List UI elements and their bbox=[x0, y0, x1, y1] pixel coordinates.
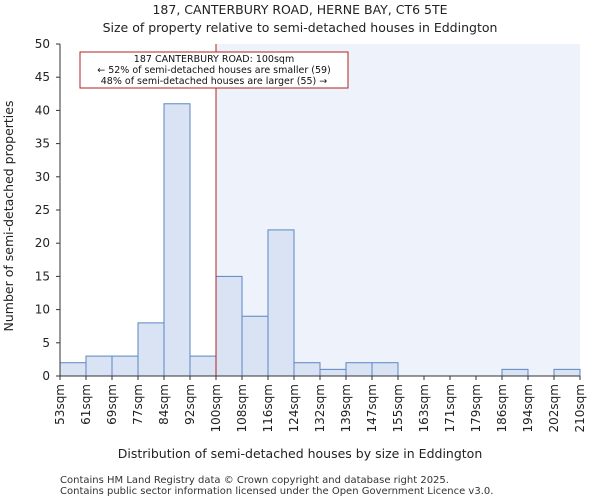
chart-title: 187, CANTERBURY ROAD, HERNE BAY, CT6 5TE bbox=[152, 2, 447, 17]
x-tick-label: 100sqm bbox=[209, 384, 223, 432]
annotation-line-1: 187 CANTERBURY ROAD: 100sqm bbox=[134, 54, 294, 65]
bar-100sqm bbox=[215, 275, 243, 377]
x-tick-label: 179sqm bbox=[469, 384, 483, 432]
footer-line-1: Contains HM Land Registry data © Crown c… bbox=[60, 475, 449, 486]
bar-53sqm bbox=[59, 362, 87, 377]
x-tick-label: 61sqm bbox=[79, 384, 93, 425]
y-axis-label: Number of semi-detached properties bbox=[1, 101, 16, 332]
bar-186sqm bbox=[501, 368, 529, 377]
bar-61sqm bbox=[85, 355, 113, 377]
bar-132sqm bbox=[319, 368, 347, 377]
x-tick-label: 84sqm bbox=[157, 384, 171, 425]
y-tick-label: 5 bbox=[42, 336, 50, 350]
bar-92sqm bbox=[189, 355, 217, 377]
x-tick-label: 53sqm bbox=[53, 384, 67, 425]
x-tick-label: 186sqm bbox=[495, 384, 509, 432]
y-tick-label: 40 bbox=[35, 103, 50, 117]
y-tick-label: 45 bbox=[35, 70, 50, 84]
bar-124sqm bbox=[293, 362, 321, 377]
bar-147sqm bbox=[371, 362, 399, 377]
x-tick-label: 155sqm bbox=[391, 384, 405, 432]
y-tick-label: 10 bbox=[35, 303, 50, 317]
x-tick-label: 139sqm bbox=[339, 384, 353, 432]
x-tick-label: 92sqm bbox=[183, 384, 197, 425]
x-tick-label: 124sqm bbox=[287, 384, 301, 432]
bar-108sqm bbox=[241, 315, 269, 377]
annotation-line-2: ← 52% of semi-detached houses are smalle… bbox=[97, 65, 331, 76]
annotation-box: 187 CANTERBURY ROAD: 100sqm ← 52% of sem… bbox=[79, 51, 349, 89]
x-tick-label: 108sqm bbox=[235, 384, 249, 432]
bar-139sqm bbox=[345, 362, 373, 377]
bar-69sqm bbox=[111, 355, 139, 377]
x-tick-label: 69sqm bbox=[105, 384, 119, 425]
bar-116sqm bbox=[267, 229, 295, 377]
y-tick-label: 50 bbox=[35, 37, 50, 51]
x-tick-label: 132sqm bbox=[313, 384, 327, 432]
y-tick-label: 35 bbox=[35, 137, 50, 151]
y-tick-label: 25 bbox=[35, 203, 50, 217]
bar-202sqm bbox=[553, 368, 581, 377]
y-ticks: 0 5 10 15 20 25 30 35 40 45 50 bbox=[35, 37, 60, 383]
x-tick-label: 147sqm bbox=[365, 384, 379, 432]
y-tick-label: 20 bbox=[35, 236, 50, 250]
chart-subtitle: Size of property relative to semi-detach… bbox=[103, 20, 498, 35]
x-tick-label: 194sqm bbox=[521, 384, 535, 432]
x-tick-label: 202sqm bbox=[547, 384, 561, 432]
x-axis-label: Distribution of semi-detached houses by … bbox=[118, 446, 483, 461]
x-tick-label: 171sqm bbox=[443, 384, 457, 432]
y-tick-label: 30 bbox=[35, 170, 50, 184]
y-tick-label: 15 bbox=[35, 269, 50, 283]
bar-77sqm bbox=[137, 322, 165, 377]
annotation-frame bbox=[79, 51, 349, 89]
x-tick-label: 210sqm bbox=[573, 384, 587, 432]
annotation-line-3: 48% of semi-detached houses are larger (… bbox=[101, 76, 328, 87]
x-tick-label: 163sqm bbox=[417, 384, 431, 432]
footer-line-2: Contains public sector information licen… bbox=[60, 486, 493, 497]
y-tick-label: 0 bbox=[42, 369, 50, 383]
x-ticks: 53sqm 61sqm 69sqm 77sqm 84sqm 92sqm 100sqm 108s… bbox=[53, 376, 587, 432]
x-tick-label: 116sqm bbox=[261, 384, 275, 432]
x-tick-label: 77sqm bbox=[131, 384, 145, 425]
bar-84sqm bbox=[163, 103, 191, 377]
